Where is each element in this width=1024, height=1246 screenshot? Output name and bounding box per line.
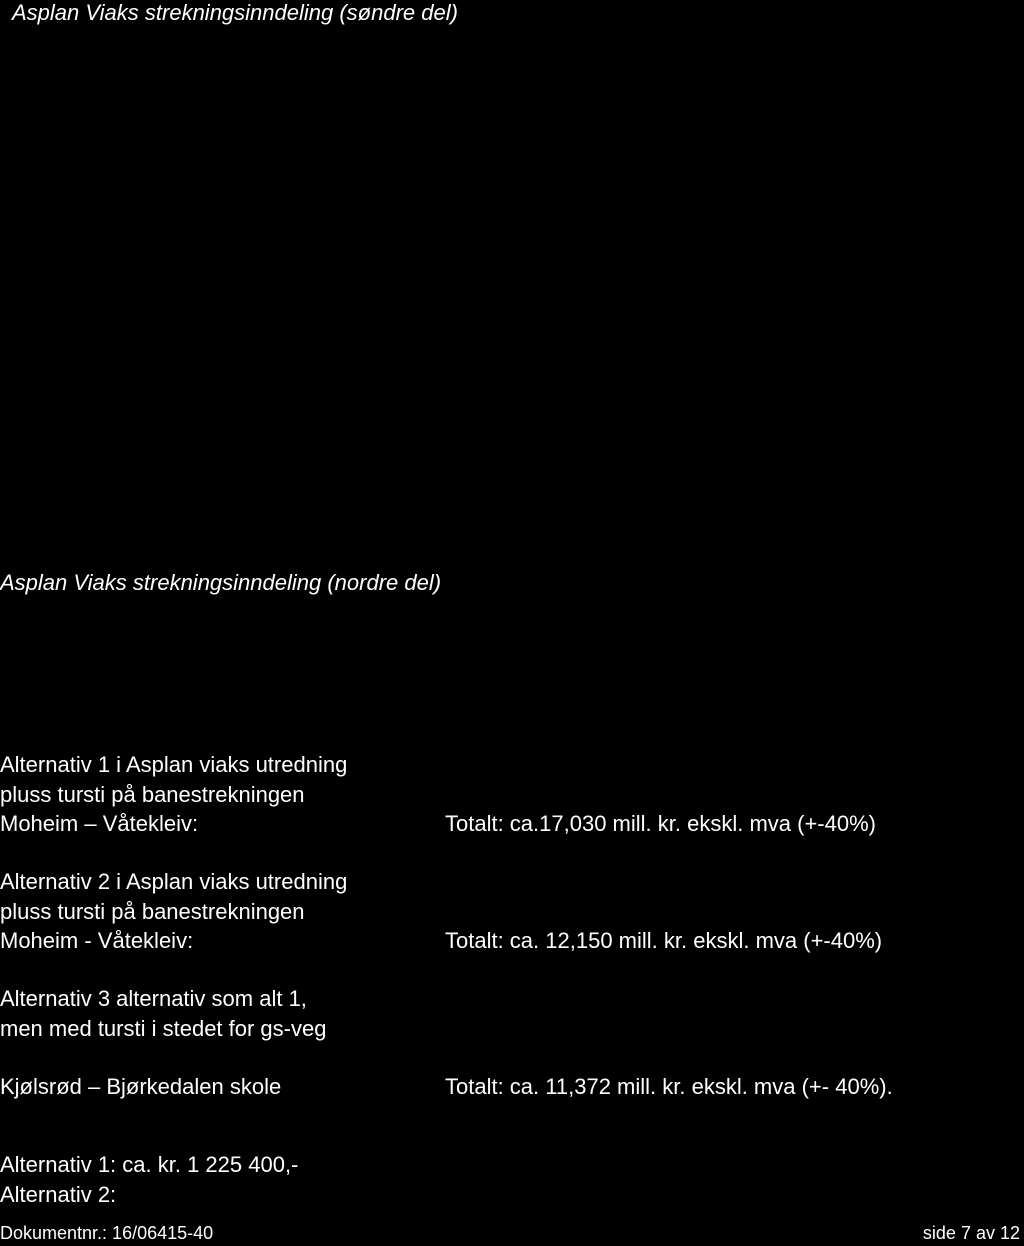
caption-south: Asplan Viaks strekningsinndeling (søndre… (12, 0, 458, 26)
summary-line-1: Alternativ 1: ca. kr. 1 225 400,- (0, 1150, 298, 1180)
alternative-1-row: Alternativ 1 i Asplan viaks utredning pl… (0, 750, 1024, 839)
page-footer: Dokumentnr.: 16/06415-40 side 7 av 12 (0, 1223, 1024, 1246)
alt2-line3: Moheim - Våtekleiv: (0, 926, 445, 956)
summary-section: Alternativ 1: ca. kr. 1 225 400,- Altern… (0, 1150, 298, 1209)
alternative-1-total: Totalt: ca.17,030 mill. kr. ekskl. mva (… (445, 809, 876, 839)
alt2-line2: pluss tursti på banestrekningen (0, 897, 445, 927)
alternative-4-label: Kjølsrød – Bjørkedalen skole (0, 1072, 445, 1102)
alternative-4-row: Kjølsrød – Bjørkedalen skole Totalt: ca.… (0, 1072, 1024, 1102)
alternatives-section: Alternativ 1 i Asplan viaks utredning pl… (0, 750, 1024, 1129)
alternative-3-row: Alternativ 3 alternativ som alt 1, men m… (0, 984, 1024, 1043)
alt1-line2: pluss tursti på banestrekningen (0, 780, 445, 810)
alt2-line1: Alternativ 2 i Asplan viaks utredning (0, 867, 445, 897)
alt3-line2: men med tursti i stedet for gs-veg (0, 1014, 445, 1044)
caption-north: Asplan Viaks strekningsinndeling (nordre… (0, 570, 441, 596)
alt4-line: Kjølsrød – Bjørkedalen skole (0, 1072, 445, 1102)
alternative-2-total: Totalt: ca. 12,150 mill. kr. ekskl. mva … (445, 926, 882, 956)
alternative-1-label: Alternativ 1 i Asplan viaks utredning pl… (0, 750, 445, 839)
summary-line-2: Alternativ 2: (0, 1180, 298, 1210)
alt1-line3: Moheim – Våtekleiv: (0, 809, 445, 839)
alternative-2-row: Alternativ 2 i Asplan viaks utredning pl… (0, 867, 1024, 956)
alternative-4-total: Totalt: ca. 11,372 mill. kr. ekskl. mva … (445, 1072, 893, 1102)
alt3-line1: Alternativ 3 alternativ som alt 1, (0, 984, 445, 1014)
document-number: Dokumentnr.: 16/06415-40 (0, 1223, 213, 1244)
alternative-2-label: Alternativ 2 i Asplan viaks utredning pl… (0, 867, 445, 956)
alt1-line1: Alternativ 1 i Asplan viaks utredning (0, 750, 445, 780)
alternative-3-label: Alternativ 3 alternativ som alt 1, men m… (0, 984, 445, 1043)
page-number: side 7 av 12 (923, 1223, 1020, 1244)
